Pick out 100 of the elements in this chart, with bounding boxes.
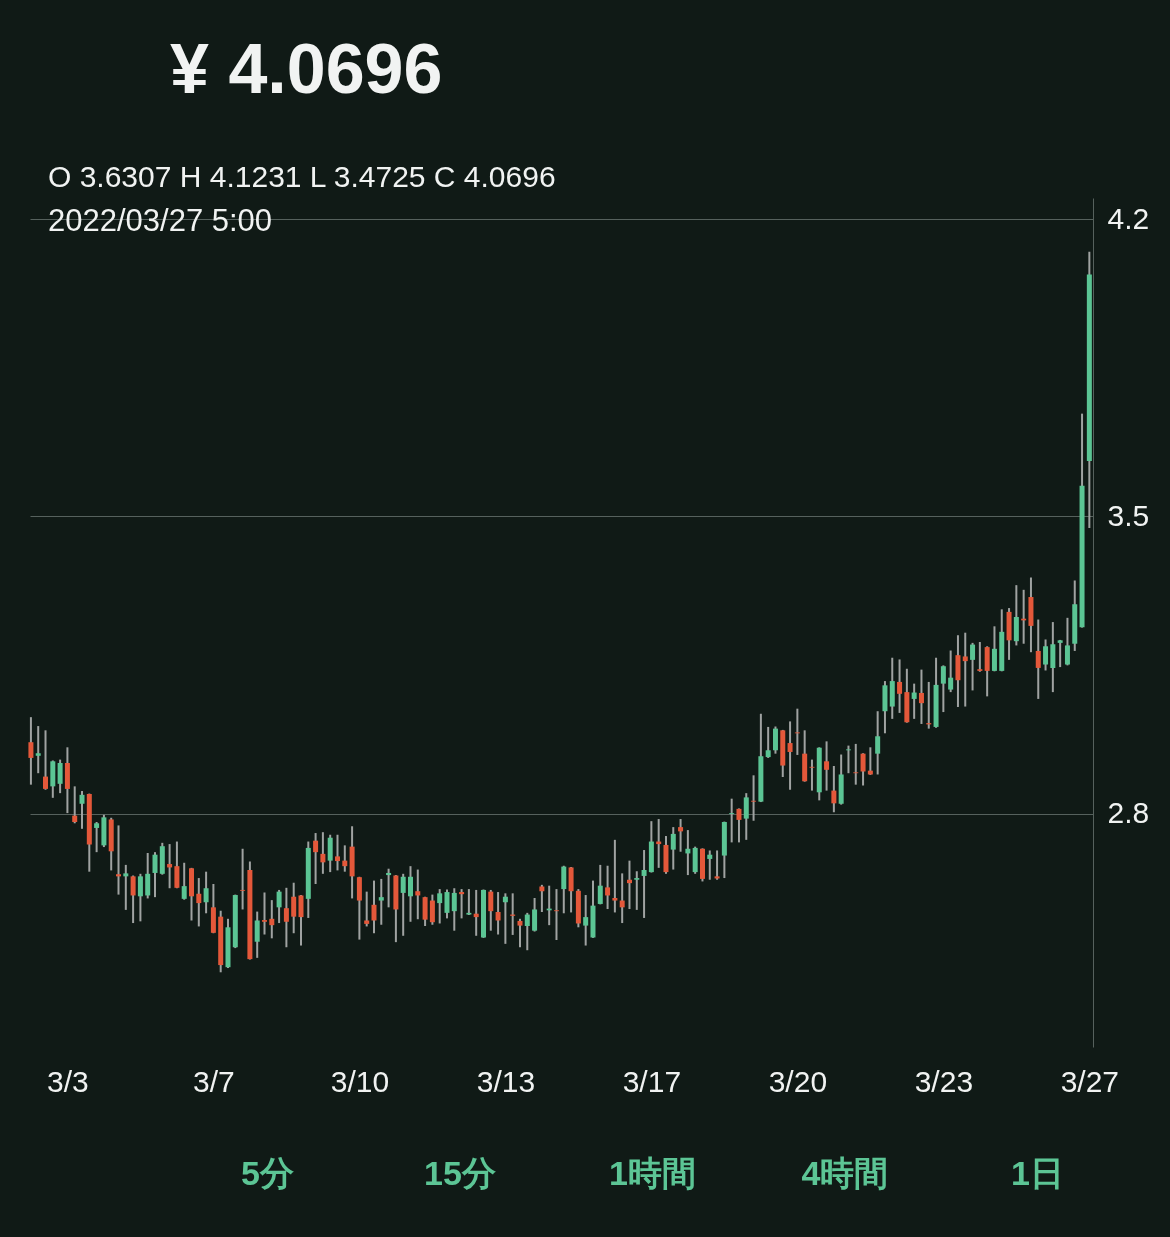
candlestick bbox=[283, 886, 289, 949]
candlestick bbox=[79, 790, 85, 830]
candlestick bbox=[488, 888, 494, 932]
candlestick bbox=[634, 870, 640, 911]
candlestick bbox=[875, 710, 881, 776]
candlestick bbox=[729, 797, 735, 844]
x-tick-label: 3/13 bbox=[476, 1064, 536, 1098]
candlestick bbox=[897, 658, 903, 714]
x-tick-label: 3/27 bbox=[1060, 1064, 1120, 1098]
candlestick bbox=[977, 641, 983, 673]
candlestick bbox=[152, 851, 158, 899]
text: 5分 bbox=[241, 1154, 294, 1192]
chart-subtitle: O 3.6307 H 4.1231 L 3.4725 C 4.0696 bbox=[48, 160, 556, 193]
candlestick bbox=[853, 742, 859, 786]
candlestick bbox=[356, 875, 362, 941]
x-tick-label: 3/23 bbox=[914, 1064, 974, 1098]
candlestick bbox=[714, 849, 720, 881]
candlestick bbox=[400, 872, 406, 937]
candlestick bbox=[276, 888, 282, 925]
candlestick bbox=[444, 888, 450, 920]
candlestick bbox=[35, 725, 41, 775]
candlestick bbox=[787, 720, 793, 791]
candlestick bbox=[429, 893, 435, 926]
candlestick bbox=[991, 625, 997, 673]
annotation: 2022/03/27 5:00 bbox=[48, 203, 273, 238]
y-tick-label: 2.8 bbox=[1107, 796, 1150, 830]
candlestick bbox=[743, 792, 749, 841]
candlestick bbox=[334, 833, 340, 872]
candlestick bbox=[641, 849, 647, 919]
candlestick bbox=[831, 764, 837, 814]
text: 15分 bbox=[424, 1154, 496, 1192]
candlestick bbox=[298, 894, 304, 947]
candlestick bbox=[1043, 638, 1049, 672]
candlestick bbox=[751, 774, 757, 822]
x-tick-label: 3/17 bbox=[622, 1064, 682, 1098]
candlestick bbox=[984, 645, 990, 698]
x-tick-label: 3/3 bbox=[47, 1064, 89, 1098]
candlestick bbox=[327, 833, 333, 874]
candlestick bbox=[524, 911, 530, 952]
candlestick bbox=[940, 664, 946, 714]
candlestick bbox=[43, 729, 49, 791]
candlestick bbox=[568, 866, 574, 914]
x-tick-label: 3/20 bbox=[768, 1064, 828, 1098]
candlestick bbox=[378, 877, 384, 926]
candlestick bbox=[962, 631, 968, 708]
candlestick bbox=[181, 861, 187, 901]
candlestick bbox=[583, 894, 589, 947]
candlestick bbox=[130, 874, 136, 925]
candlestick bbox=[970, 641, 976, 692]
candlestick bbox=[320, 831, 326, 875]
candlestick bbox=[466, 888, 472, 916]
candlestick bbox=[678, 818, 684, 853]
candlestick bbox=[860, 752, 866, 787]
candlestick bbox=[736, 807, 742, 844]
candlestick bbox=[918, 668, 924, 725]
candlestick bbox=[437, 888, 443, 925]
candlestick bbox=[203, 870, 209, 915]
candlestick bbox=[809, 758, 815, 792]
candlestick bbox=[174, 840, 180, 890]
text: 4時間 bbox=[801, 1154, 889, 1192]
candlestick bbox=[123, 863, 129, 911]
candlestick bbox=[145, 852, 151, 900]
candlestick bbox=[1064, 616, 1070, 667]
candlestick bbox=[845, 744, 851, 775]
candlestick bbox=[196, 877, 202, 928]
candlestick bbox=[407, 865, 413, 923]
candlestick bbox=[707, 849, 713, 881]
candlestick bbox=[765, 725, 771, 759]
candlestick bbox=[137, 872, 143, 923]
candlestick bbox=[597, 863, 603, 906]
candlestick bbox=[459, 888, 465, 920]
x-tick-label: 3/7 bbox=[193, 1064, 235, 1098]
candlestick bbox=[313, 832, 319, 885]
candlestick bbox=[116, 824, 122, 896]
candlestick bbox=[240, 847, 246, 911]
candlestick bbox=[422, 895, 428, 928]
y-tick-label: 4.2 bbox=[1107, 201, 1150, 235]
candlestick bbox=[57, 758, 63, 795]
chart-title: ¥ 4.0696 bbox=[170, 30, 443, 108]
candlestick bbox=[517, 917, 523, 949]
candlestick bbox=[605, 864, 611, 911]
candlestick bbox=[1057, 638, 1063, 669]
x-tick-label: 3/10 bbox=[330, 1064, 390, 1098]
candlestick bbox=[824, 740, 830, 792]
text: 1時間 bbox=[609, 1154, 696, 1192]
candlestick bbox=[291, 881, 297, 935]
candlestick bbox=[553, 888, 559, 942]
candlestick bbox=[415, 868, 421, 921]
candlestick bbox=[1035, 618, 1041, 700]
candlestick bbox=[364, 890, 370, 928]
candlestick bbox=[269, 899, 275, 940]
candlestick bbox=[532, 897, 538, 933]
candlestick bbox=[772, 725, 778, 755]
candlestick bbox=[386, 867, 392, 909]
candlestick bbox=[948, 649, 954, 694]
candlestick bbox=[495, 891, 501, 936]
candlestick bbox=[28, 716, 34, 786]
candlestick bbox=[254, 910, 260, 959]
candlestick bbox=[911, 682, 917, 720]
candlestick bbox=[670, 826, 676, 871]
